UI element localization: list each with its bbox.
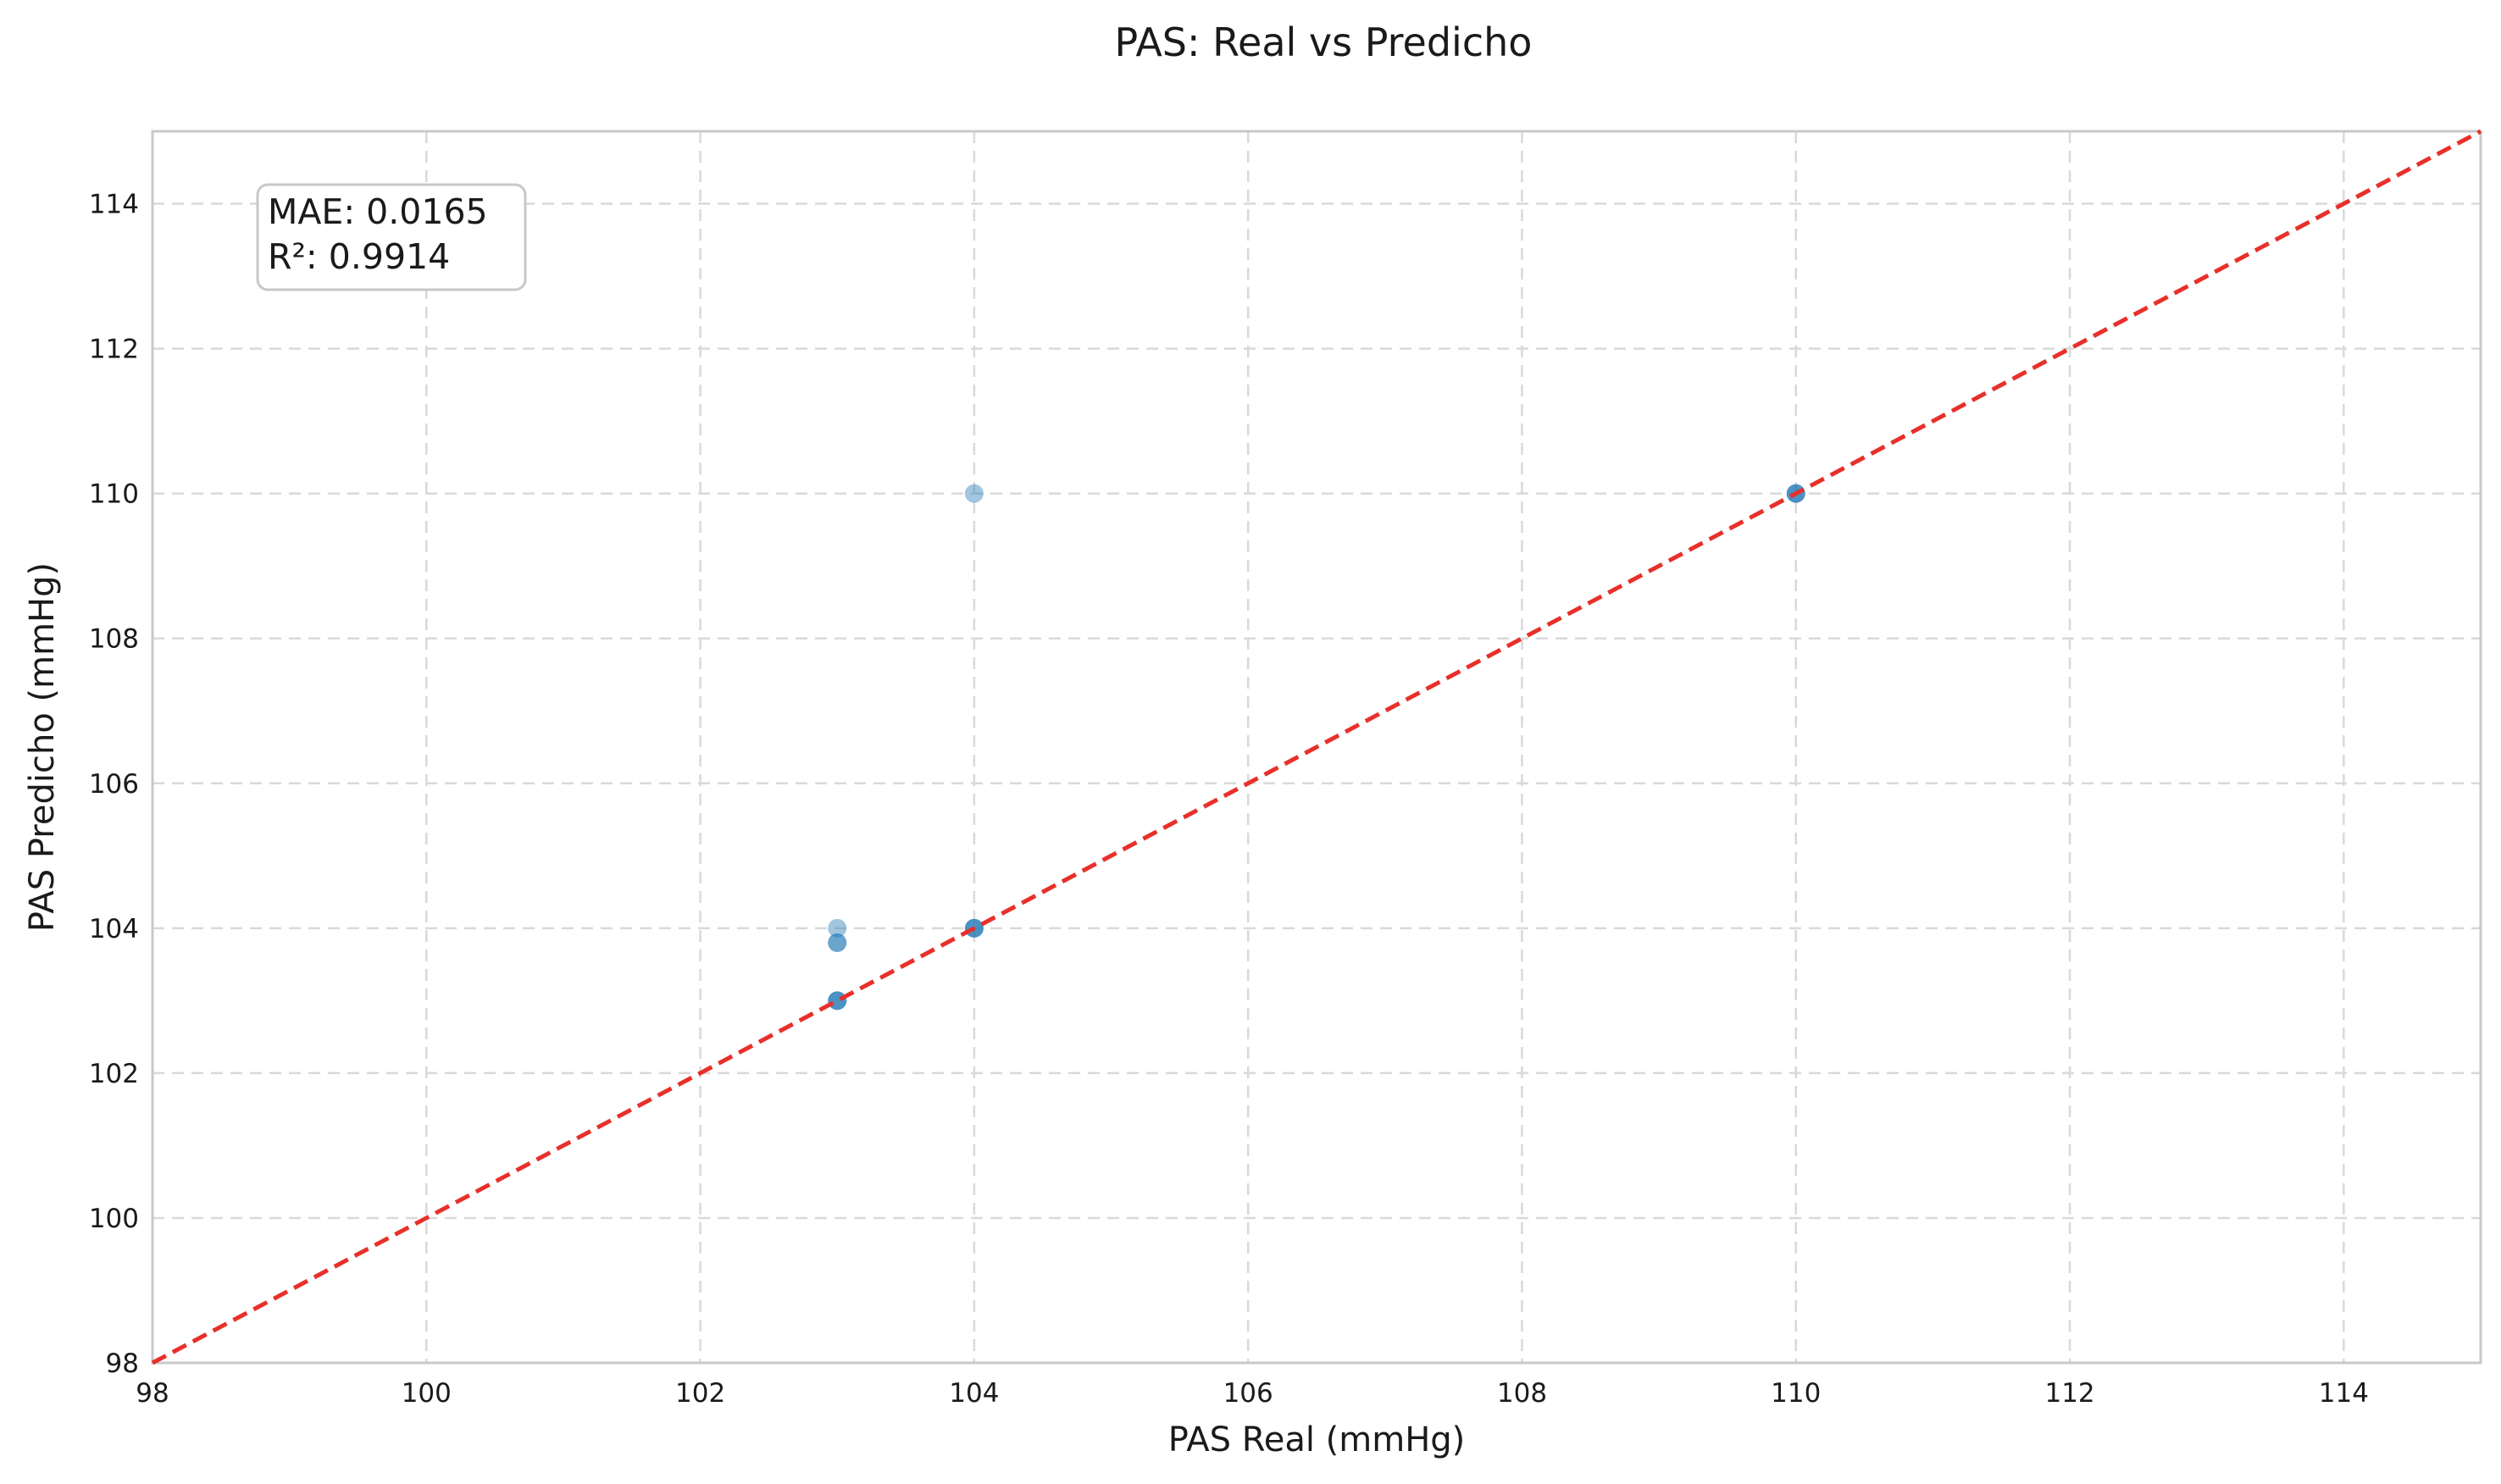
y-tick-label: 108	[89, 624, 139, 655]
y-tick-label: 114	[89, 190, 139, 220]
scatter-point	[828, 918, 847, 938]
tick-labels: 98 100 102 104 106 108 110 112 114 98 100 102 104 106…	[89, 190, 2369, 1409]
y-tick-label: 110	[89, 479, 139, 510]
y-tick-label: 100	[89, 1204, 139, 1234]
stats-box-border	[256, 183, 527, 291]
stats-r2-label: R²: 0.9914	[268, 236, 450, 277]
y-tick-label: 112	[89, 335, 139, 365]
x-tick-label: 108	[1497, 1378, 1547, 1409]
x-tick-label: 100	[402, 1378, 452, 1409]
x-axis-title: PAS Real (mmHg)	[1168, 1420, 1466, 1459]
scatter-point	[964, 484, 984, 503]
reference-line	[151, 129, 2482, 1365]
stats-mae-label: MAE: 0.0165	[268, 191, 488, 232]
x-tick-label: 114	[2319, 1378, 2369, 1409]
x-tick-label: 106	[1223, 1378, 1273, 1409]
y-axis-title: PAS Predicho (mmHg)	[23, 562, 62, 932]
y-tick-label: 104	[89, 914, 139, 944]
plot-frame	[151, 130, 2482, 1365]
x-tick-label: 104	[949, 1378, 999, 1409]
x-tick-label: 112	[2044, 1378, 2094, 1409]
chart-title: PAS: Real vs Predicho	[1115, 19, 1533, 65]
scatter-point	[828, 933, 847, 952]
x-tick-label: 102	[675, 1378, 725, 1409]
y-tick-label: 98	[106, 1348, 139, 1379]
scatter-point	[828, 933, 847, 952]
stats-annotation: MAE: 0.0165 R²: 0.9914	[256, 183, 527, 291]
x-tick-label: 98	[136, 1378, 169, 1409]
x-tick-label: 110	[1771, 1378, 1821, 1409]
y-tick-label: 102	[89, 1059, 139, 1089]
y-tick-label: 106	[89, 769, 139, 800]
